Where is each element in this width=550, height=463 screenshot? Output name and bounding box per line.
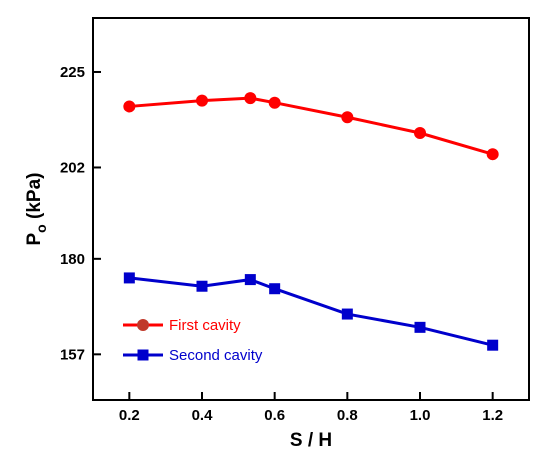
legend: First cavity Second cavity bbox=[123, 317, 263, 364]
y-axis-title-subscript: o bbox=[33, 224, 49, 233]
plot-frame bbox=[92, 17, 530, 401]
x-tick-label: 1.0 bbox=[410, 407, 431, 424]
x-tick-label: 0.8 bbox=[337, 407, 358, 424]
svg-text:Po (kPa): Po (kPa) bbox=[24, 173, 49, 246]
first-cavity-point bbox=[341, 111, 354, 124]
first-cavity-point bbox=[123, 100, 136, 113]
second-cavity-point bbox=[123, 272, 135, 284]
y-axis-title-unit: (kPa) bbox=[24, 173, 45, 219]
y-axis-title-main: P bbox=[24, 233, 45, 246]
y-tick-label: 180 bbox=[60, 251, 85, 268]
y-tick-label: 157 bbox=[60, 346, 85, 363]
y-tick-label: 225 bbox=[60, 64, 85, 81]
legend-second-cavity-marker bbox=[137, 349, 149, 361]
first-cavity-point bbox=[486, 148, 499, 161]
first-cavity-point bbox=[244, 92, 257, 105]
x-tick-label: 0.2 bbox=[119, 407, 140, 424]
legend-first-cavity-marker bbox=[137, 319, 149, 331]
second-cavity-point bbox=[196, 280, 208, 292]
y-axis-ticks: 157 180 202 225 bbox=[60, 64, 101, 363]
first-cavity-point bbox=[414, 127, 426, 140]
second-cavity-point bbox=[487, 339, 499, 351]
x-tick-label: 0.4 bbox=[192, 407, 214, 424]
x-tick-label: 1.2 bbox=[482, 407, 503, 424]
x-axis-title: S / H bbox=[290, 430, 332, 451]
y-tick-label: 202 bbox=[60, 159, 85, 176]
legend-second-cavity-label: Second cavity bbox=[169, 347, 263, 364]
first-cavity-point bbox=[268, 96, 281, 109]
first-cavity-point bbox=[196, 94, 208, 107]
series-layer bbox=[123, 92, 499, 351]
x-axis-ticks: 0.2 0.4 0.6 0.8 1.0 1.2 bbox=[119, 392, 503, 424]
legend-first-cavity-label: First cavity bbox=[169, 317, 241, 334]
first-cavity-line bbox=[129, 96, 494, 156]
second-cavity-point bbox=[341, 308, 353, 320]
second-cavity-point bbox=[244, 274, 256, 286]
x-tick-label: 0.6 bbox=[264, 407, 285, 424]
second-cavity-point bbox=[414, 321, 426, 333]
y-axis-title: Po (kPa) bbox=[24, 173, 49, 246]
second-cavity-line bbox=[129, 276, 494, 347]
second-cavity-point bbox=[269, 283, 281, 295]
